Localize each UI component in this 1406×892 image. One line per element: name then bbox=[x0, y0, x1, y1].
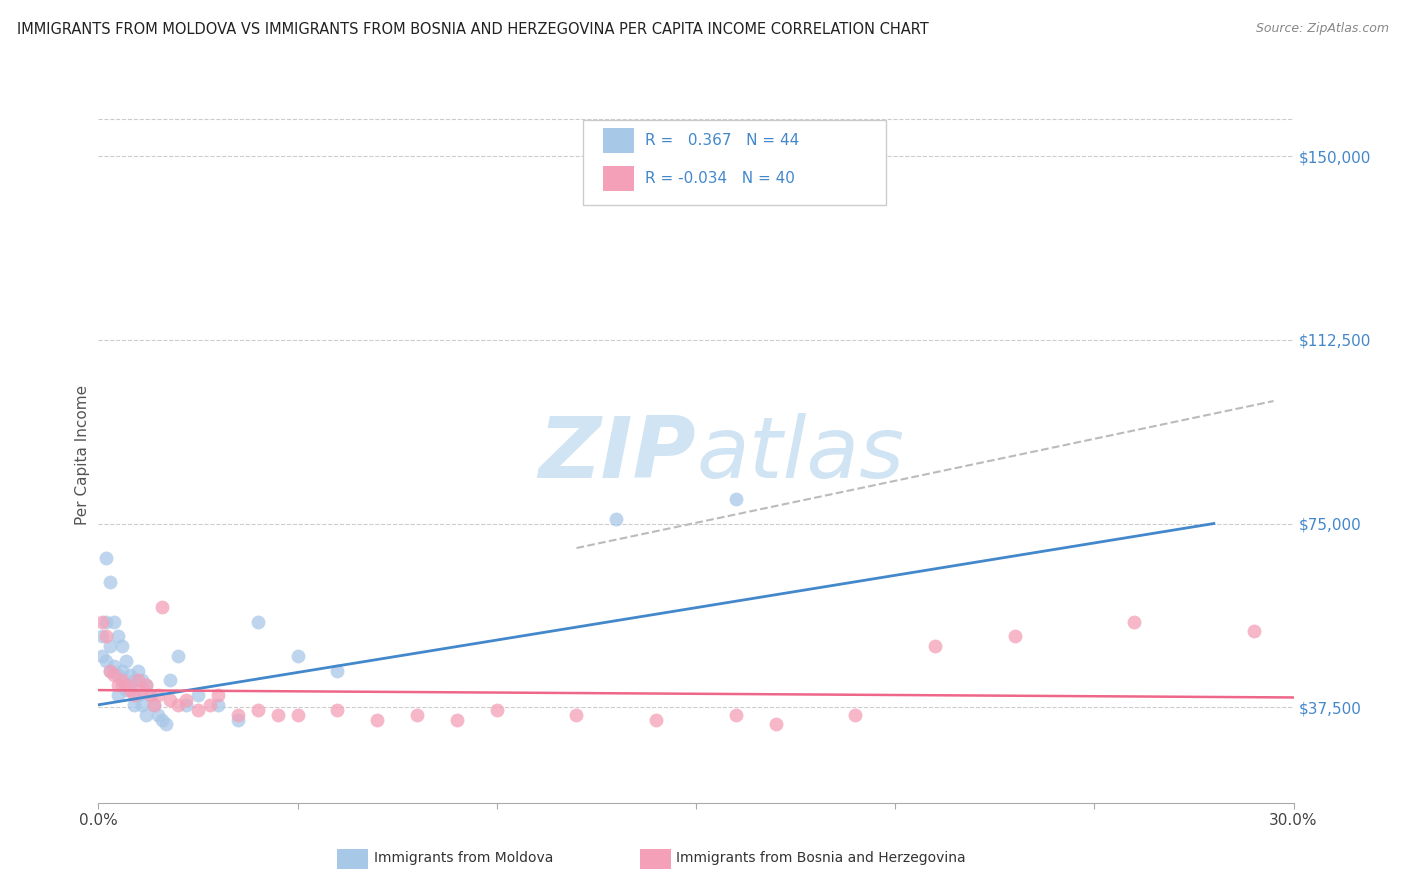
Point bbox=[155, 717, 177, 731]
Text: atlas: atlas bbox=[696, 413, 904, 497]
Point bbox=[91, 648, 114, 663]
Point bbox=[131, 683, 153, 698]
Point bbox=[724, 491, 747, 506]
Point bbox=[107, 629, 129, 643]
Text: Immigrants from Moldova: Immigrants from Moldova bbox=[374, 851, 554, 865]
Point bbox=[605, 511, 627, 525]
Point bbox=[366, 713, 388, 727]
Point bbox=[100, 664, 122, 678]
Point bbox=[115, 683, 138, 698]
Point bbox=[96, 629, 118, 643]
Point bbox=[127, 688, 149, 702]
Point bbox=[111, 664, 134, 678]
Point bbox=[100, 575, 122, 590]
Text: Immigrants from Bosnia and Herzegovina: Immigrants from Bosnia and Herzegovina bbox=[676, 851, 966, 865]
Point bbox=[131, 673, 153, 688]
Point bbox=[226, 707, 249, 722]
Point bbox=[326, 664, 349, 678]
Point bbox=[120, 668, 142, 682]
Point bbox=[167, 648, 190, 663]
Point bbox=[111, 639, 134, 653]
Point bbox=[135, 678, 157, 692]
Point bbox=[765, 717, 787, 731]
Point bbox=[91, 615, 114, 629]
Text: R =   0.367   N = 44: R = 0.367 N = 44 bbox=[645, 133, 800, 147]
Text: ZIP: ZIP bbox=[538, 413, 696, 497]
Point bbox=[1243, 624, 1265, 639]
Point bbox=[131, 698, 153, 712]
Y-axis label: Per Capita Income: Per Capita Income bbox=[75, 384, 90, 525]
Point bbox=[107, 668, 129, 682]
Point bbox=[103, 658, 125, 673]
Point bbox=[127, 673, 149, 688]
Point bbox=[139, 688, 162, 702]
Point bbox=[103, 615, 125, 629]
Point bbox=[91, 629, 114, 643]
Point bbox=[139, 688, 162, 702]
Point bbox=[187, 688, 209, 702]
Point bbox=[107, 688, 129, 702]
Point bbox=[207, 698, 229, 712]
Text: R = -0.034   N = 40: R = -0.034 N = 40 bbox=[645, 171, 796, 186]
Point bbox=[150, 713, 173, 727]
Point bbox=[111, 673, 134, 688]
Point bbox=[844, 707, 866, 722]
Point bbox=[103, 668, 125, 682]
Point bbox=[246, 703, 269, 717]
Point bbox=[174, 698, 197, 712]
Point bbox=[446, 713, 468, 727]
Point bbox=[226, 713, 249, 727]
Point bbox=[124, 698, 146, 712]
Point bbox=[120, 683, 142, 698]
Point bbox=[267, 707, 290, 722]
Point bbox=[724, 707, 747, 722]
Point bbox=[167, 698, 190, 712]
Point bbox=[246, 615, 269, 629]
Text: IMMIGRANTS FROM MOLDOVA VS IMMIGRANTS FROM BOSNIA AND HERZEGOVINA PER CAPITA INC: IMMIGRANTS FROM MOLDOVA VS IMMIGRANTS FR… bbox=[17, 22, 928, 37]
Point bbox=[135, 707, 157, 722]
Point bbox=[127, 664, 149, 678]
Point bbox=[207, 688, 229, 702]
Point bbox=[96, 615, 118, 629]
Point bbox=[287, 648, 309, 663]
Point bbox=[148, 707, 170, 722]
Point bbox=[96, 654, 118, 668]
Point bbox=[100, 639, 122, 653]
Point bbox=[1123, 615, 1146, 629]
Point bbox=[159, 673, 181, 688]
Point bbox=[111, 678, 134, 692]
Point bbox=[148, 688, 170, 702]
Point bbox=[143, 698, 166, 712]
Point bbox=[485, 703, 508, 717]
Text: Source: ZipAtlas.com: Source: ZipAtlas.com bbox=[1256, 22, 1389, 36]
Point bbox=[198, 698, 221, 712]
Point bbox=[187, 703, 209, 717]
Point bbox=[326, 703, 349, 717]
Point bbox=[565, 707, 588, 722]
Point bbox=[645, 713, 668, 727]
Point bbox=[96, 550, 118, 565]
Point bbox=[107, 678, 129, 692]
Point bbox=[924, 639, 946, 653]
Point bbox=[159, 693, 181, 707]
Point bbox=[150, 599, 173, 614]
Point bbox=[120, 678, 142, 692]
Point bbox=[287, 707, 309, 722]
Point bbox=[174, 693, 197, 707]
Point bbox=[143, 698, 166, 712]
Point bbox=[124, 688, 146, 702]
Point bbox=[100, 664, 122, 678]
Point bbox=[406, 707, 429, 722]
Point bbox=[115, 654, 138, 668]
Point bbox=[135, 678, 157, 692]
Point bbox=[115, 678, 138, 692]
Point bbox=[1004, 629, 1026, 643]
Point bbox=[124, 673, 146, 688]
